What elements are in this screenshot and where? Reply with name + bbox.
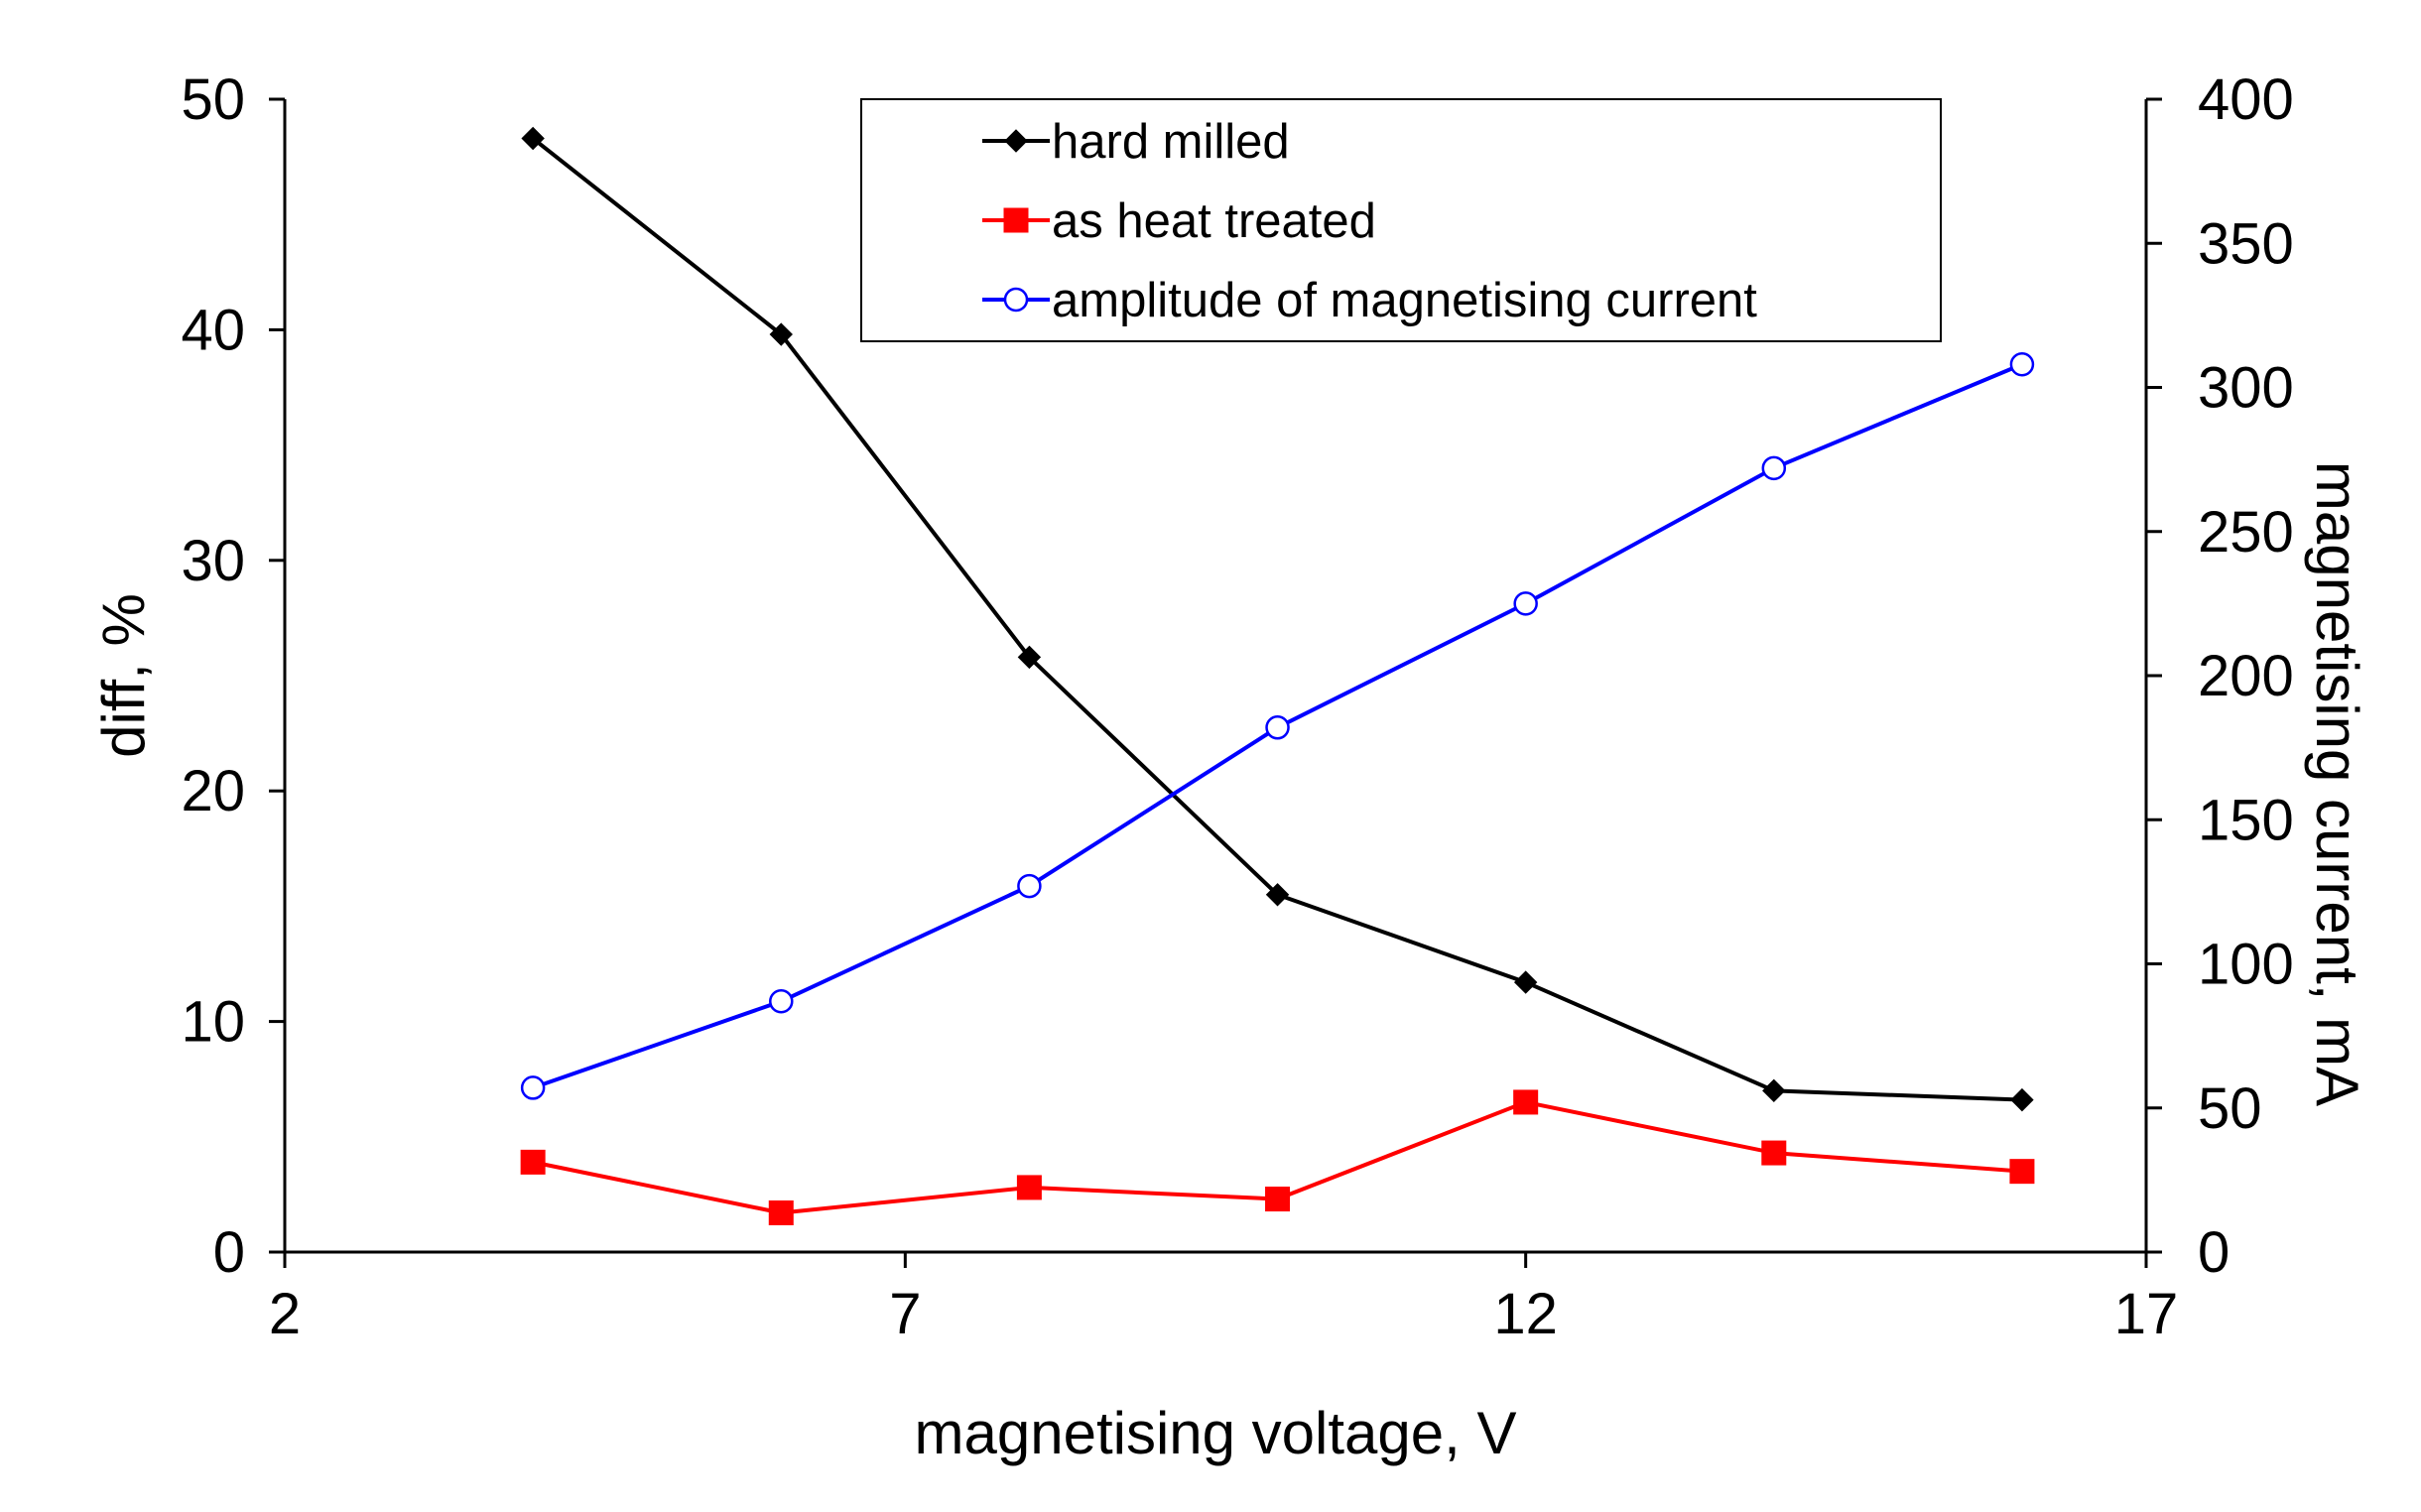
series-amplitude-of-magnetising-current [520, 352, 2035, 1100]
data-point [1265, 883, 1290, 907]
legend: hard milled as heat treated amplitude of m… [860, 98, 1942, 342]
y-right-tick-label: 400 [2198, 67, 2294, 132]
data-point [520, 1075, 546, 1100]
y-right-tick-label: 50 [2198, 1076, 2262, 1141]
legend-label: hard milled [1052, 115, 1290, 169]
data-point [2009, 352, 2035, 377]
data-point [521, 126, 545, 151]
x-axis-title: magnetising voltage, V [914, 1400, 1516, 1466]
data-point [1016, 1175, 1042, 1200]
y-right-tick-label: 350 [2198, 211, 2294, 276]
y-left-tick-label: 10 [181, 990, 245, 1055]
data-point [768, 1199, 794, 1225]
legend-item-as-heat-treated: as heat treated [982, 194, 1376, 248]
y-left-tick-label: 50 [181, 67, 245, 132]
legend-item-hard-milled: hard milled [982, 115, 1290, 169]
y-right-tick-label: 250 [2198, 500, 2294, 565]
data-point [1513, 591, 1538, 616]
series-hard-milled [521, 126, 2034, 1112]
legend-label: as heat treated [1052, 194, 1376, 248]
x-tick-label: 12 [1493, 1282, 1558, 1346]
legend-marker [1004, 129, 1028, 153]
series-as-heat-treated [520, 1089, 2035, 1225]
data-point [2009, 1159, 2035, 1185]
data-point [1265, 715, 1290, 740]
y-right-axis-title: magnetising current, mA [2304, 461, 2370, 1106]
y-right-tick-label: 0 [2198, 1220, 2230, 1285]
y-left-tick-label: 30 [181, 529, 245, 593]
data-point [1761, 1140, 1787, 1166]
x-tick-label: 7 [889, 1282, 921, 1346]
legend-label: amplitude of magnetising current [1052, 274, 1757, 327]
y-left-tick-label: 40 [181, 298, 245, 362]
data-point [1762, 1078, 1786, 1103]
y-right-tick-label: 100 [2198, 933, 2294, 997]
legend-marker [1003, 287, 1029, 313]
y-right-tick-label: 150 [2198, 788, 2294, 852]
ticks: 2 7 12 17 0 10 20 30 40 50 0 50 100 150 200 250 300 350 40… [181, 67, 2293, 1346]
y-right-tick-label: 300 [2198, 356, 2294, 421]
y-left-axis-title: diff, % [90, 593, 157, 758]
data-point [1761, 455, 1787, 481]
data-point [1513, 1089, 1539, 1115]
series-layer [520, 126, 2035, 1225]
data-point [1265, 1187, 1291, 1212]
x-tick-label: 2 [269, 1282, 301, 1346]
data-point [2010, 1087, 2034, 1112]
legend-marker [1003, 207, 1029, 233]
data-point [1513, 970, 1538, 994]
data-point [1017, 645, 1042, 670]
data-point [769, 989, 794, 1014]
legend-item-amplitude-of-magnetising-current: amplitude of magnetising current [982, 274, 1757, 327]
legend-items: hard milled as heat treated amplitude of m… [982, 115, 1757, 327]
y-left-tick-label: 0 [213, 1220, 245, 1285]
x-tick-label: 17 [2114, 1282, 2179, 1346]
y-left-tick-label: 20 [181, 759, 245, 823]
y-right-tick-label: 200 [2198, 644, 2294, 708]
data-point [769, 322, 793, 346]
data-point [520, 1149, 546, 1175]
data-point [1017, 873, 1042, 899]
